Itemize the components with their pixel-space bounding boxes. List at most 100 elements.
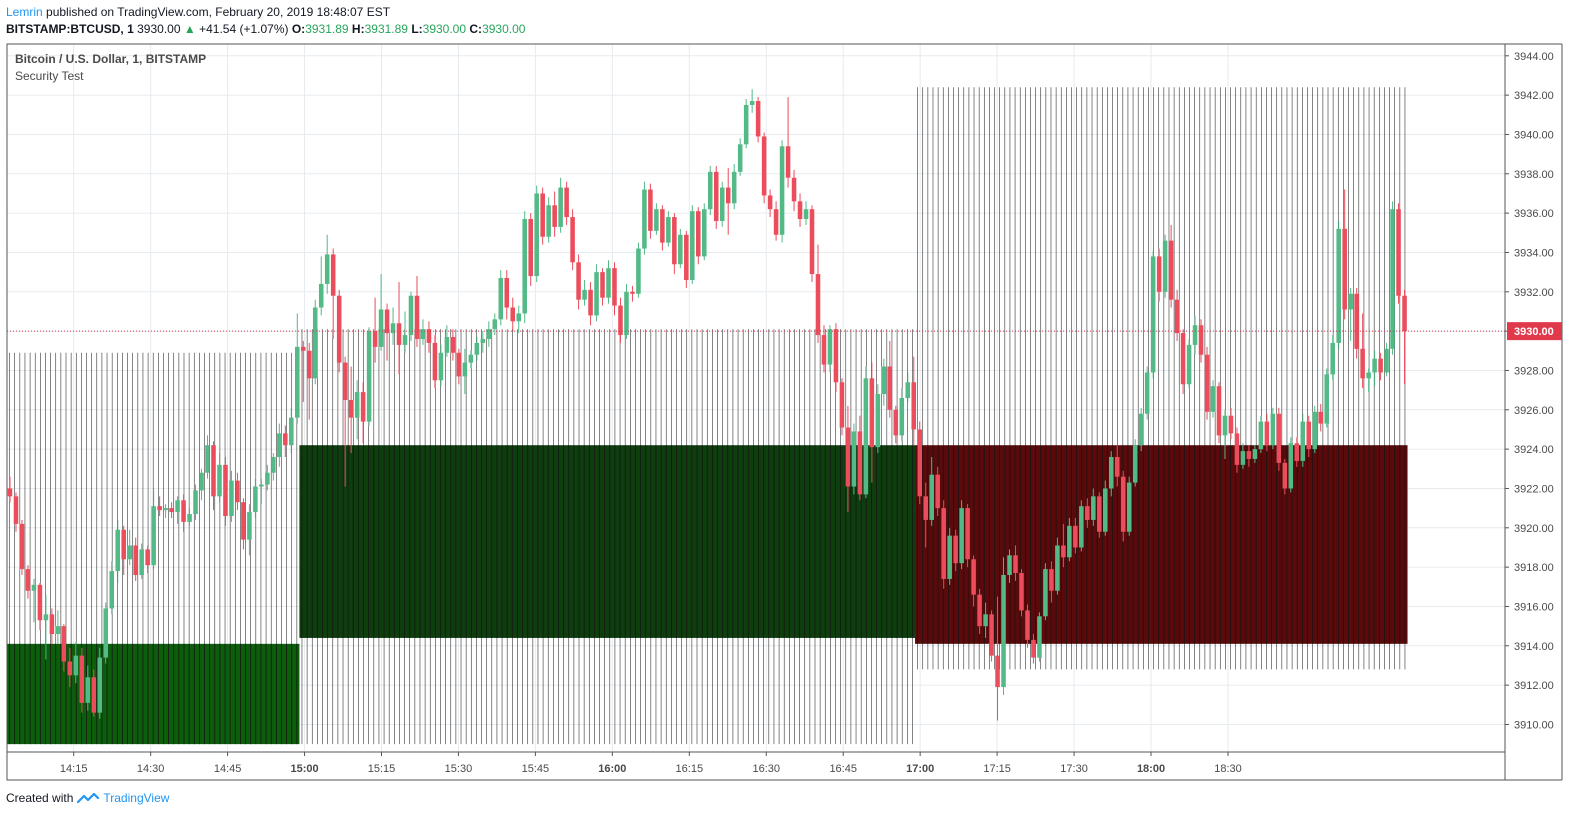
candle-body: [121, 529, 126, 560]
candle-body: [187, 514, 192, 522]
candle-body: [678, 234, 683, 265]
y-axis[interactable]: 3944.00 3942.00 3940.00 3938.00 3936.00 3934.…: [1505, 51, 1562, 732]
candle-body: [300, 346, 306, 351]
candle-body: [384, 309, 390, 334]
candle-body: [1091, 496, 1096, 520]
x-tick-label: 17:15: [983, 763, 1011, 775]
candle-body: [648, 189, 653, 231]
candle-body: [1138, 413, 1144, 446]
candle-body: [324, 254, 330, 284]
candle-body: [378, 309, 384, 347]
author-link[interactable]: Lemrin: [6, 5, 43, 19]
x-tick-label: 14:30: [137, 763, 165, 775]
candle-body: [1031, 639, 1036, 658]
candle-body: [707, 171, 713, 210]
quote-line: BITSTAMP:BTCUSD, 1 3930.00 ▲ +41.54 (+1.…: [6, 22, 525, 36]
x-tick-label: 17:00: [906, 763, 934, 775]
candle-body: [989, 614, 994, 656]
candle-body: [893, 409, 899, 436]
candle-body: [845, 427, 851, 487]
low-label: L:: [411, 22, 423, 36]
candle-body: [977, 594, 982, 627]
candle-body: [737, 144, 743, 172]
candle-body: [1168, 240, 1174, 300]
candle-body: [1228, 415, 1234, 434]
candle-body: [408, 295, 414, 336]
candle-body: [666, 217, 671, 243]
candle-body: [474, 342, 480, 355]
candle-body: [450, 337, 456, 353]
candle-body: [55, 626, 61, 634]
candle-body: [247, 512, 252, 540]
candle-body: [438, 352, 444, 381]
candle-body: [277, 433, 282, 457]
high-value: 3931.89: [364, 22, 408, 36]
candle-body: [1330, 342, 1335, 375]
y-tick-label: 3916.00: [1514, 601, 1554, 613]
candle-body: [779, 146, 785, 235]
candle-body: [815, 274, 821, 336]
last-price-badge: [1507, 322, 1562, 341]
candle-body: [1085, 506, 1090, 520]
candle-body: [217, 464, 222, 497]
candle-body: [348, 399, 354, 418]
y-tick-label: 3914.00: [1514, 641, 1554, 653]
x-tick-label: 16:45: [829, 763, 857, 775]
candle-body: [749, 101, 755, 105]
candle-body: [630, 291, 635, 294]
candle-body: [1019, 573, 1024, 611]
candle-body: [1198, 325, 1204, 355]
candle-body: [253, 486, 258, 513]
candle-body: [37, 584, 43, 621]
y-tick-label: 3936.00: [1514, 208, 1554, 220]
candle-body: [1366, 372, 1371, 379]
candle-body: [157, 506, 162, 511]
candle-body: [953, 535, 958, 564]
candle-body: [833, 329, 839, 383]
candle-body: [965, 508, 970, 560]
candle-body: [1276, 413, 1282, 463]
tradingview-link[interactable]: TradingView: [103, 791, 170, 805]
candle-body: [1246, 451, 1252, 459]
candle-body: [600, 272, 605, 298]
candle-body: [576, 262, 581, 300]
candle-body: [354, 392, 360, 418]
high-label: H:: [351, 22, 365, 36]
y-tick-label: 3922.00: [1514, 483, 1554, 495]
candle-body: [660, 209, 665, 243]
candle-body: [306, 350, 312, 379]
candle-body: [1270, 413, 1276, 446]
candle-body: [731, 171, 737, 204]
candle-body: [540, 193, 545, 237]
candle-body: [169, 508, 174, 513]
x-axis[interactable]: 14:15 14:30 14:45 15:00 15:15 15:30 15:45 16:00…: [60, 752, 1242, 775]
candle-body: [743, 104, 749, 145]
candle-body: [1186, 344, 1192, 385]
candle-body: [103, 608, 109, 658]
candle-body: [127, 545, 132, 560]
y-tick-label: 3924.00: [1514, 444, 1554, 456]
candle-body: [498, 278, 504, 320]
x-tick-label: 15:00: [290, 763, 318, 775]
candle-body: [995, 655, 1000, 688]
candle-body: [265, 472, 270, 485]
tradingview-logo-icon: [77, 792, 100, 804]
candle-body: [713, 171, 719, 221]
candle-body: [366, 331, 372, 422]
indicator-name[interactable]: Security Test: [15, 69, 84, 83]
candle-body: [905, 382, 911, 398]
candle-body: [773, 209, 779, 235]
candle-body: [642, 189, 647, 249]
candle-body: [612, 268, 617, 306]
candle-body: [109, 571, 115, 609]
candle-body: [486, 329, 492, 339]
candle-body: [163, 508, 168, 511]
candle-body: [1312, 411, 1318, 450]
chart-border: [6, 43, 1506, 781]
candle-body: [1252, 449, 1258, 459]
security-block: [299, 445, 916, 638]
candle-body: [151, 506, 156, 566]
y-tick-label: 3926.00: [1514, 405, 1554, 417]
candle-body: [211, 445, 216, 497]
